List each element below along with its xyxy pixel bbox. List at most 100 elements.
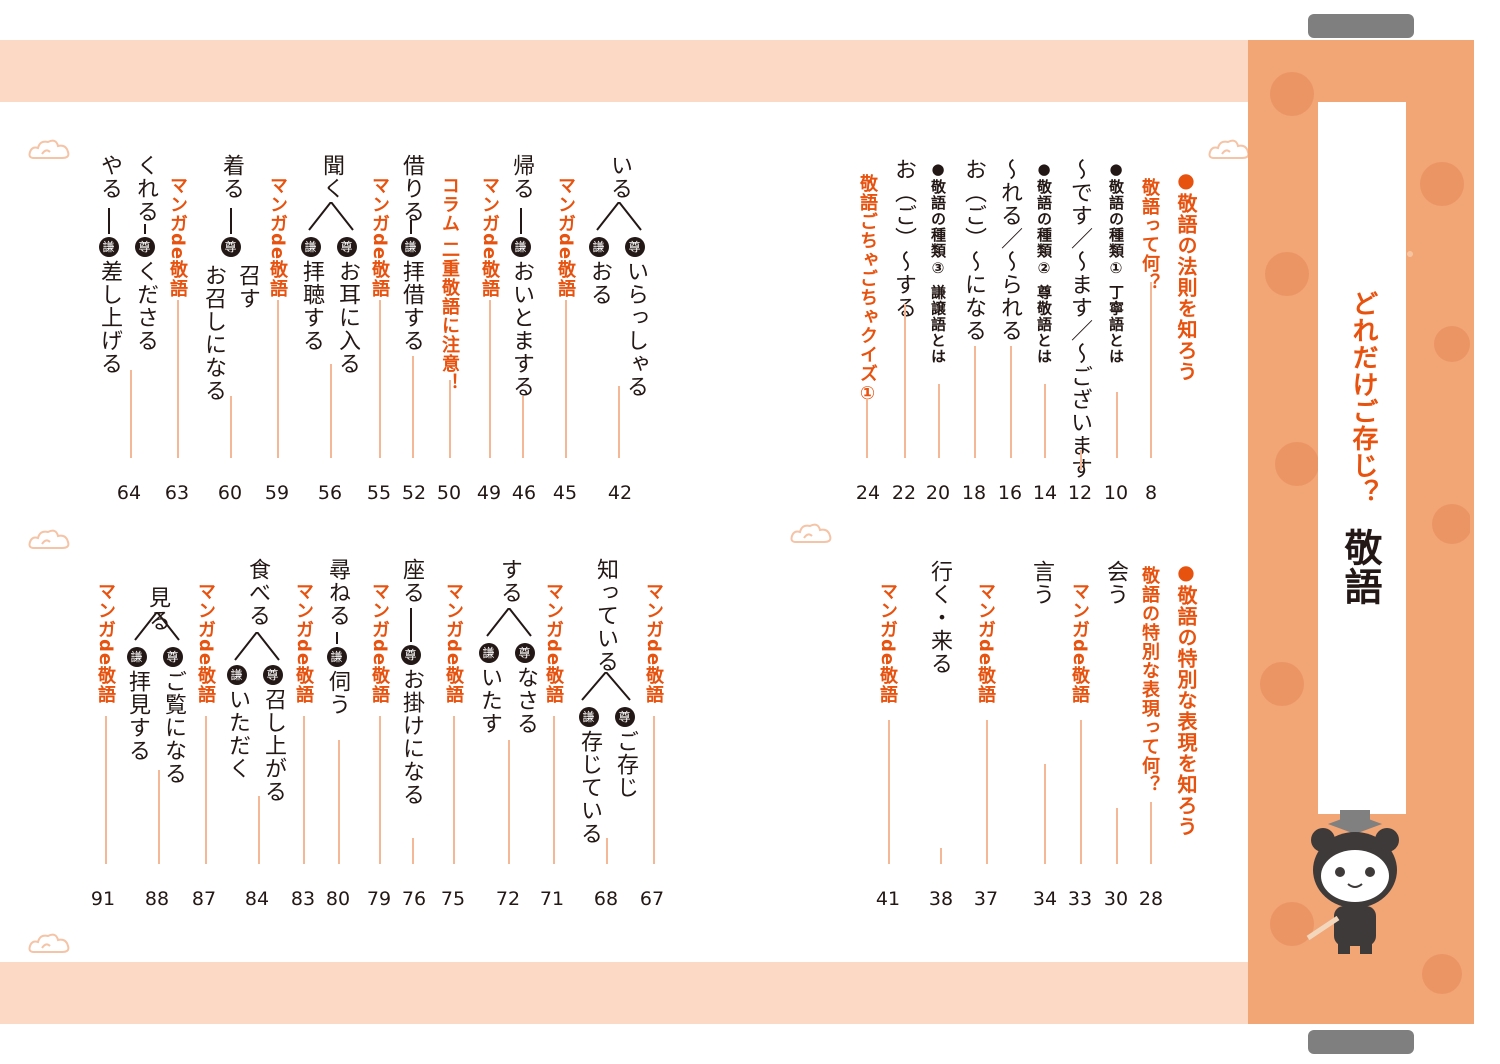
page-number: 38 — [928, 888, 954, 910]
toc-entry[interactable]: 敬語って何？ — [1139, 178, 1160, 292]
toc-entry[interactable]: いる — [607, 154, 632, 200]
toc-sonkei-alt[interactable]: 召す — [235, 264, 260, 310]
toc-sonkei[interactable]: 尊くださる — [133, 222, 158, 352]
cloud-icon — [28, 529, 70, 549]
toc-entry[interactable]: マンガde敬語 — [877, 582, 898, 705]
toc-entry[interactable]: 〜れる／〜られる — [997, 158, 1022, 342]
toc-sonkei-alt[interactable]: お召しになる — [201, 264, 226, 402]
leader-line — [453, 716, 455, 864]
toc-kenjo[interactable]: 謙拝聴する — [299, 236, 324, 352]
toc-kenjo[interactable]: 謙おる — [587, 236, 612, 306]
leader-line — [379, 716, 381, 864]
toc-entry[interactable]: 敬語の特別な表現って何？ — [1139, 566, 1160, 794]
toc-entry[interactable]: マンガde敬語 — [555, 176, 576, 299]
sidebar-title: どれだけご存じ？ — [1348, 290, 1378, 506]
leader-line — [449, 380, 451, 458]
toc-entry[interactable]: マンガde敬語 — [479, 176, 500, 299]
toc-kenjo[interactable]: 謙拝借する — [399, 218, 424, 352]
toc-entry[interactable]: 聞く — [319, 154, 344, 200]
toc-entry[interactable]: くれる — [133, 154, 158, 223]
page-number: 88 — [144, 888, 170, 910]
toc-entry[interactable]: マンガde敬語 — [1069, 582, 1090, 705]
toc-entry[interactable]: マンガde敬語 — [443, 582, 464, 705]
leader-line — [330, 364, 332, 458]
toc-entry[interactable]: ●敬語の種類③ 謙譲語とは — [929, 160, 947, 365]
toc-kenjo[interactable]: 謙存じている — [577, 706, 602, 845]
toc-sonkei[interactable]: 尊ご覧になる — [161, 646, 186, 785]
toc-kenjo[interactable]: 謙拝見する — [125, 646, 150, 762]
leader-line — [974, 346, 976, 458]
toc-entry[interactable]: 知っている — [593, 558, 618, 673]
toc-sonkei[interactable]: 尊 — [220, 206, 242, 260]
leader-line — [158, 770, 160, 864]
scroll-rod-top — [1308, 14, 1414, 38]
toc-sonkei[interactable]: 尊召し上がる — [261, 664, 286, 803]
leader-line — [940, 848, 942, 864]
cloud-icon — [1208, 139, 1250, 159]
toc-entry[interactable]: マンガde敬語 — [643, 582, 664, 705]
toc-entry[interactable]: マンガde敬語 — [267, 176, 288, 299]
page-number: 28 — [1138, 888, 1164, 910]
toc-entry[interactable]: ●敬語の種類① 丁寧語とは — [1107, 160, 1125, 365]
toc-entry[interactable]: ●敬語の種類② 尊敬語とは — [1035, 160, 1053, 365]
page-number: 22 — [891, 482, 917, 504]
toc-entry[interactable]: 会う — [1103, 560, 1128, 606]
toc-entry[interactable]: マンガde敬語 — [195, 582, 216, 705]
toc-entry[interactable]: 〜です／〜ます／〜ございます — [1067, 158, 1092, 480]
page-number: 80 — [325, 888, 351, 910]
mascot-icon — [1306, 810, 1399, 954]
toc-sonkei[interactable]: 尊なさる — [513, 642, 538, 735]
toc-kenjo[interactable]: 謙おいとまする — [509, 206, 534, 398]
toc-entry[interactable]: マンガde敬語 — [167, 176, 188, 299]
page-number: 52 — [401, 482, 427, 504]
page-number: 60 — [217, 482, 243, 504]
toc-entry[interactable]: 借りる — [399, 154, 424, 223]
toc-kenjo[interactable]: 謙差し上げる — [97, 206, 122, 375]
toc-sonkei[interactable]: 尊お掛けになる — [399, 606, 424, 806]
page-number: 50 — [436, 482, 462, 504]
toc-kenjo[interactable]: 謙いたす — [477, 642, 502, 735]
toc-entry[interactable]: 敬語ごちゃごちゃクイズ① — [857, 174, 878, 405]
toc-entry[interactable]: やる — [97, 154, 122, 200]
toc-kenjo[interactable]: 謙伺う — [325, 630, 350, 716]
toc-entry[interactable]: する — [497, 558, 522, 604]
toc-sonkei[interactable]: 尊お耳に入る — [335, 236, 360, 375]
toc-entry[interactable]: 言う — [1029, 560, 1054, 606]
page-number: 64 — [116, 482, 142, 504]
page-number: 72 — [495, 888, 521, 910]
toc-entry[interactable]: 食べる — [245, 558, 270, 627]
toc-entry[interactable]: 座る — [399, 558, 424, 604]
toc-entry[interactable]: マンガde敬語 — [95, 582, 116, 705]
leader-line — [303, 716, 305, 864]
page-number: 63 — [164, 482, 190, 504]
toc-entry[interactable]: 行く・来る — [927, 560, 952, 675]
page-number: 16 — [997, 482, 1023, 504]
toc-entry[interactable]: 着る — [219, 154, 244, 200]
leader-line — [130, 370, 132, 458]
toc-entry[interactable]: マンガde敬語 — [975, 582, 996, 705]
leader-line — [904, 304, 906, 458]
toc-entry[interactable]: マンガde敬語 — [293, 582, 314, 705]
toc-entry[interactable]: お（ご）〜する — [891, 158, 916, 319]
leader-line — [553, 716, 555, 864]
toc-entry[interactable]: マンガde敬語 — [369, 176, 390, 299]
toc-entry[interactable]: マンガde敬語 — [369, 582, 390, 705]
leader-line — [489, 300, 491, 458]
toc-entry[interactable]: 帰る — [509, 154, 534, 200]
toc-entry[interactable]: 尋ねる — [325, 558, 350, 627]
page-number: 87 — [191, 888, 217, 910]
branch-icon — [234, 632, 280, 661]
page-number: 14 — [1032, 482, 1058, 504]
scroll-label-panel — [1318, 102, 1406, 814]
toc-kenjo[interactable]: 謙いただく — [225, 664, 250, 780]
page-number: 20 — [925, 482, 951, 504]
toc-entry[interactable]: コラム 二重敬語に注意！ — [439, 176, 460, 393]
toc-entry[interactable]: マンガde敬語 — [543, 582, 564, 705]
toc-sonkei[interactable]: 尊いらっしゃる — [623, 236, 648, 398]
page-number: 37 — [973, 888, 999, 910]
leader-line — [1150, 802, 1152, 864]
page-number: 30 — [1103, 888, 1129, 910]
branch-icon — [596, 202, 642, 231]
toc-entry[interactable]: お（ご）〜になる — [961, 158, 986, 342]
toc-sonkei[interactable]: 尊ご存じ — [613, 706, 638, 799]
